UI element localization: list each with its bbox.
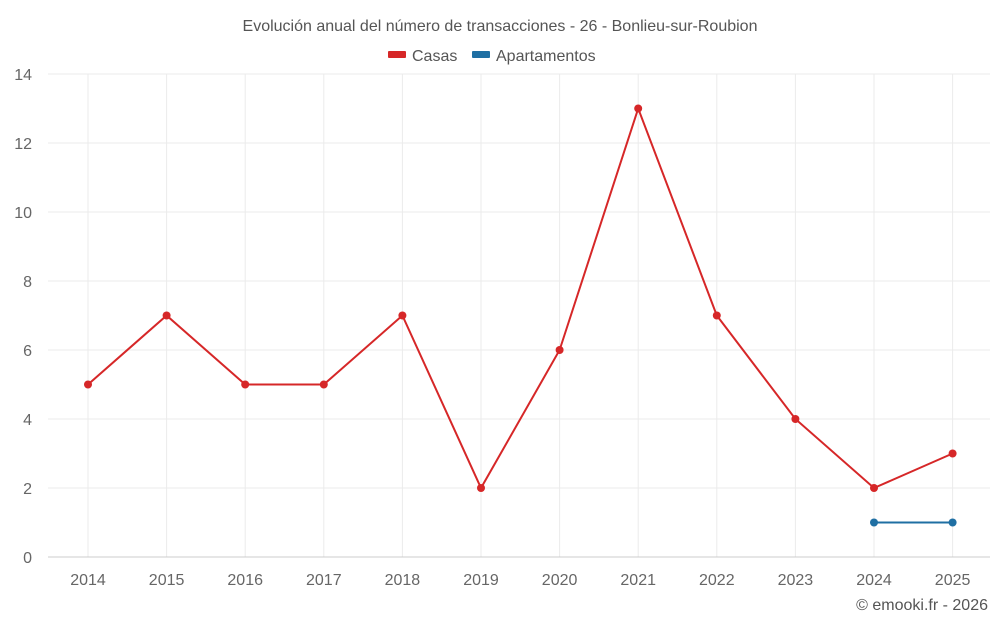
data-point[interactable]: [319, 380, 328, 389]
gridlines: [48, 73, 990, 557]
x-axis: 2014 2015 2016 2017 2018 2019 2020 2021 2022 2023…: [48, 556, 990, 589]
data-point[interactable]: [162, 311, 171, 320]
y-tick-label: 2: [23, 481, 32, 498]
data-point[interactable]: [241, 380, 250, 389]
data-point[interactable]: [948, 518, 957, 527]
x-tick-label: 2024: [856, 572, 892, 589]
data-point[interactable]: [84, 380, 92, 389]
y-tick-label: 12: [14, 136, 32, 153]
legend-label[interactable]: Apartamentos: [496, 48, 596, 65]
y-tick-label: 6: [23, 343, 32, 360]
x-tick-label: 2019: [463, 572, 499, 589]
x-tick-label: 2017: [306, 572, 342, 589]
plot-area: [84, 104, 957, 527]
y-axis: 0 2 4 6 8 10 12 14: [14, 67, 32, 567]
legend-label[interactable]: Casas: [412, 48, 457, 65]
legend: Casas Apartamentos: [388, 48, 596, 65]
y-tick-label: 14: [14, 67, 32, 84]
legend-swatch: [472, 51, 490, 58]
x-tick-label: 2022: [699, 572, 735, 589]
x-tick-label: 2016: [227, 572, 263, 589]
legend-swatch: [388, 51, 406, 58]
data-point[interactable]: [948, 449, 957, 458]
x-tick-label: 2015: [149, 572, 185, 589]
x-tick-label: 2025: [935, 572, 971, 589]
data-point[interactable]: [477, 484, 485, 492]
data-point[interactable]: [712, 311, 721, 320]
y-tick-label: 0: [23, 550, 32, 567]
y-tick-label: 4: [23, 412, 32, 429]
credit-text: © emooki.fr - 2026: [856, 597, 988, 614]
x-tick-label: 2023: [778, 572, 814, 589]
data-point[interactable]: [555, 346, 564, 354]
x-tick-label: 2018: [385, 572, 421, 589]
data-point[interactable]: [634, 104, 643, 113]
data-point[interactable]: [398, 311, 407, 320]
x-tick-label: 2021: [620, 572, 656, 589]
series-line-0: [87, 105, 954, 491]
y-tick-label: 8: [23, 274, 32, 291]
data-point[interactable]: [791, 415, 800, 423]
y-tick-label: 10: [14, 205, 32, 222]
data-point[interactable]: [870, 518, 878, 527]
data-point[interactable]: [870, 484, 878, 492]
chart-title: Evolución anual del número de transaccio…: [243, 18, 758, 35]
x-tick-label: 2014: [70, 572, 106, 589]
x-tick-label: 2020: [542, 572, 578, 589]
